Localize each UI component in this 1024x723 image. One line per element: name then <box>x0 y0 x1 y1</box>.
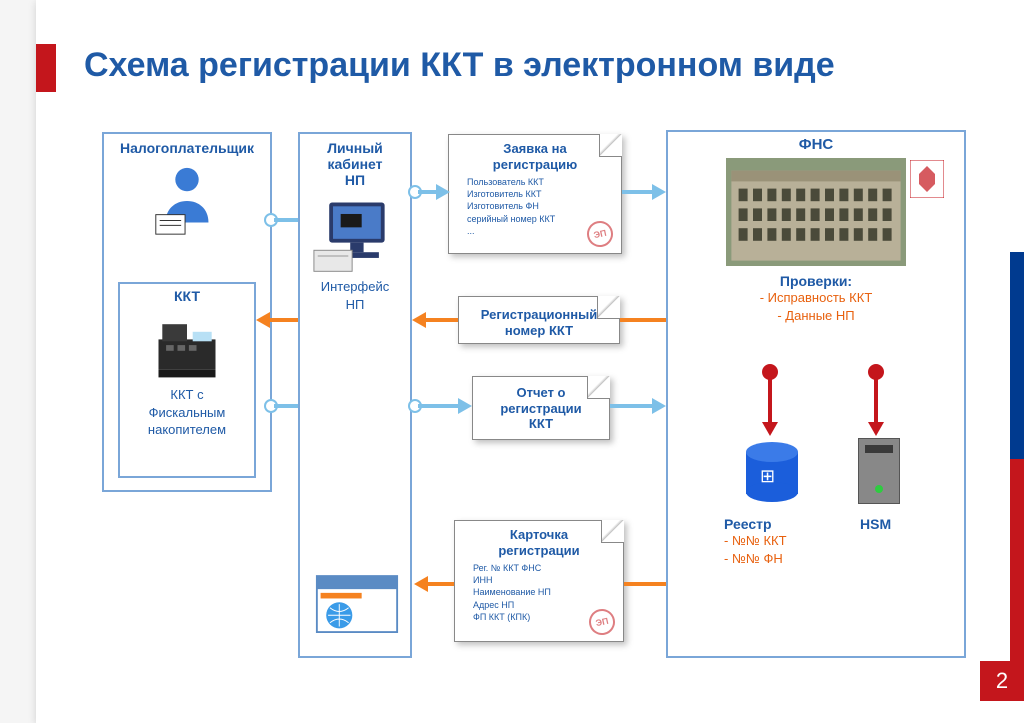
checks-title: Проверки: <box>668 273 964 289</box>
connector <box>768 376 772 424</box>
connector <box>624 582 666 586</box>
server-icon <box>858 438 900 504</box>
doc-report-title: Отчет о регистрации ККТ <box>483 385 599 432</box>
arrow-icon <box>436 184 450 200</box>
panel-cabinet: Личный кабинет НП Интерфейс НП <box>298 132 412 658</box>
registry-title: Реестр <box>724 516 787 532</box>
hsm-label: HSM <box>860 516 891 532</box>
slide: Схема регистрации ККТ в электронном виде… <box>36 0 1024 723</box>
arrow-icon <box>256 312 270 328</box>
registry-0: - №№ ККТ <box>724 532 787 550</box>
cash-register-icon <box>149 312 225 382</box>
cabinet-caption: Интерфейс НП <box>300 278 410 313</box>
connector <box>270 318 298 322</box>
database-icon: ⊞ <box>746 442 798 502</box>
doc-card: Карточка регистрации Рег. № ККТ ФНС ИНН … <box>454 520 624 642</box>
doc-regnum-title: Регистрационный номер ККТ <box>469 307 609 338</box>
browser-icon <box>315 574 399 636</box>
registry-block: Реестр - №№ ККТ - №№ ФН <box>724 516 787 568</box>
fns-title: ФНС <box>668 136 964 153</box>
arrow-icon <box>652 398 666 414</box>
arrow-icon <box>458 398 472 414</box>
connector <box>418 190 438 194</box>
connector <box>428 582 454 586</box>
arrow-icon <box>762 422 778 436</box>
slide-number: 2 <box>980 661 1024 701</box>
flag-stripe <box>1010 46 1024 666</box>
arrow-icon <box>412 312 426 328</box>
doc-regnum: Регистрационный номер ККТ <box>458 296 620 344</box>
slide-title: Схема регистрации ККТ в электронном виде <box>84 46 835 85</box>
cabinet-title: Личный кабинет НП <box>300 140 410 188</box>
kkt-title: ККТ <box>120 288 254 304</box>
connector <box>620 318 666 322</box>
doc-application: Заявка на регистрацию Пользователь ККТ И… <box>448 134 622 254</box>
connector <box>874 376 878 424</box>
emblem-icon <box>910 160 944 198</box>
arrow-icon <box>868 422 884 436</box>
arrow-icon <box>652 184 666 200</box>
title-accent <box>36 44 56 92</box>
connector <box>274 404 298 408</box>
kkt-caption: ККТ с Фискальным накопителем <box>120 386 254 439</box>
building-icon <box>726 157 906 267</box>
doc-report: Отчет о регистрации ККТ <box>472 376 610 440</box>
connector <box>418 404 460 408</box>
check-line-0: - Исправность ККТ <box>668 289 964 307</box>
connector <box>426 318 458 322</box>
registry-1: - №№ ФН <box>724 550 787 568</box>
connector <box>610 404 654 408</box>
doc-card-title: Карточка регистрации <box>465 527 613 558</box>
panel-fns: ФНС Проверки: - Исправность ККТ - Данные… <box>666 130 966 658</box>
connector <box>622 190 654 194</box>
taxpayer-title: Налогоплательщик <box>104 140 270 156</box>
arrow-icon <box>414 576 428 592</box>
connector <box>274 218 298 222</box>
computer-icon <box>312 196 398 274</box>
panel-kkt: ККТ ККТ с Фискальным накопителем <box>118 282 256 478</box>
doc-application-title: Заявка на регистрацию <box>459 141 611 172</box>
person-icon <box>148 162 226 240</box>
check-line-1: - Данные НП <box>668 307 964 325</box>
